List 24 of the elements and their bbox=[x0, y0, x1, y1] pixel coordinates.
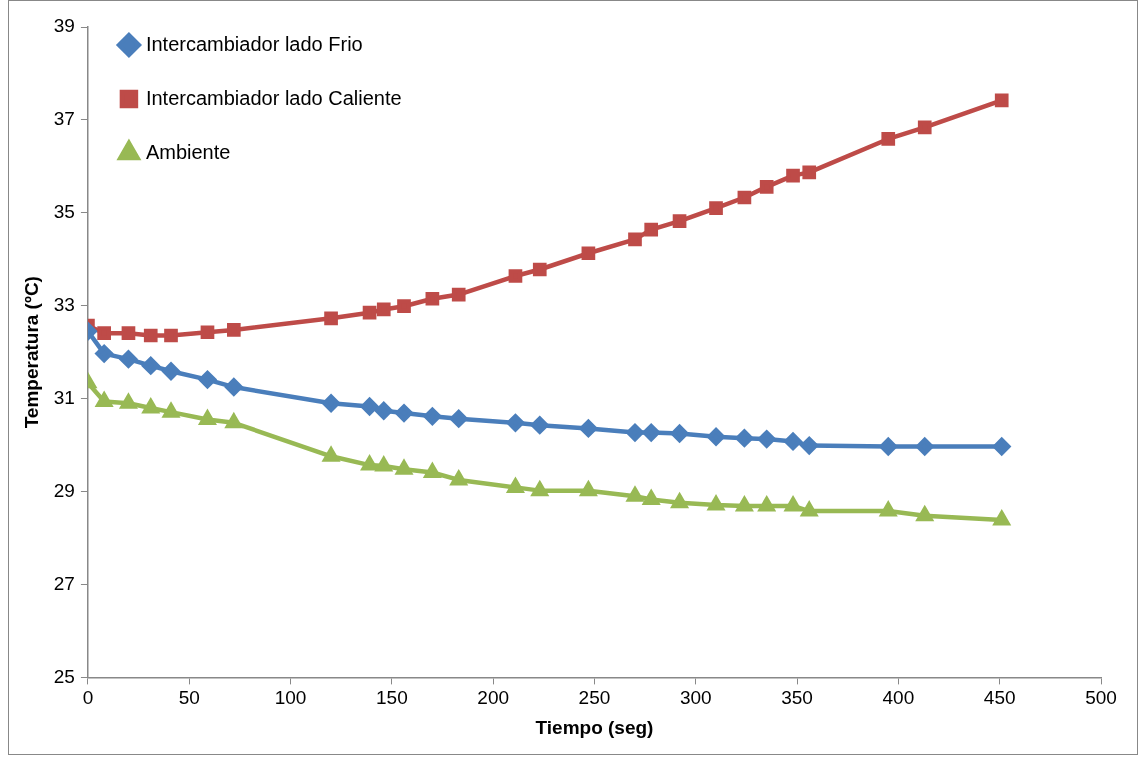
legend-label: Intercambiador lado Caliente bbox=[145, 86, 402, 109]
x-tick-label: 300 bbox=[679, 687, 712, 709]
y-tick-label: 37 bbox=[53, 108, 75, 130]
x-tick-label: 350 bbox=[781, 687, 813, 709]
y-tick-label: 29 bbox=[53, 479, 75, 501]
y-tick-label: 31 bbox=[53, 386, 75, 408]
x-tick-label: 250 bbox=[578, 687, 611, 709]
y-tick-label: 27 bbox=[53, 572, 75, 594]
x-tick-label: 100 bbox=[274, 687, 307, 709]
x-tick-label: 200 bbox=[477, 687, 510, 709]
x-tick-label: 500 bbox=[1085, 687, 1117, 709]
x-tick-label: 0 bbox=[82, 687, 94, 709]
legend-label: Intercambiador lado Frio bbox=[145, 32, 363, 55]
x-tick-label: 400 bbox=[882, 687, 915, 709]
y-axis-title: Temperatura (ºC) bbox=[20, 276, 42, 429]
legend-label: Ambiente bbox=[145, 140, 231, 163]
y-tick-label: 39 bbox=[53, 15, 75, 37]
x-tick-label: 50 bbox=[178, 687, 200, 709]
x-tick-label: 450 bbox=[983, 687, 1016, 709]
y-tick-label: 33 bbox=[53, 293, 75, 315]
x-tick-label: 150 bbox=[376, 687, 408, 709]
y-tick-label: 35 bbox=[53, 201, 75, 223]
y-tick-label: 25 bbox=[53, 665, 75, 687]
x-axis-title: Tiempo (seg) bbox=[535, 716, 654, 738]
